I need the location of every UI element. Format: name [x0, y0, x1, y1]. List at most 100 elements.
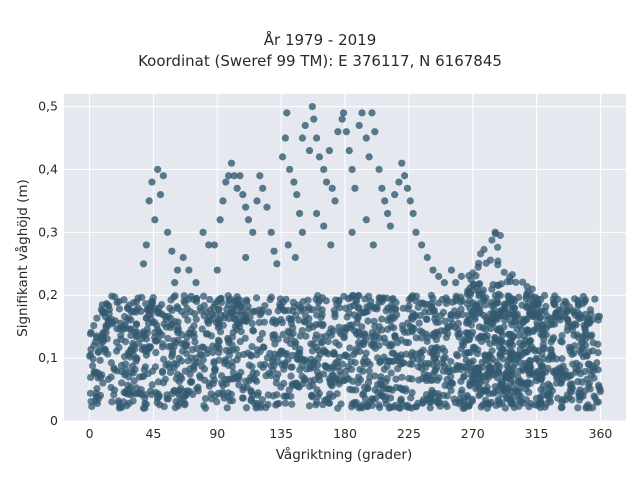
- data-point: [583, 352, 591, 360]
- y-axis-ticks: 0 0,1 0,2 0,3 0,4 0,5: [38, 99, 58, 428]
- data-point: [165, 363, 173, 371]
- data-point: [387, 369, 395, 377]
- data-point: [237, 368, 245, 376]
- data-point: [266, 295, 274, 304]
- data-point: [362, 134, 370, 142]
- data-point: [228, 397, 237, 405]
- y-tick-label: 0,2: [38, 287, 58, 302]
- data-point: [348, 228, 356, 236]
- data-point: [213, 298, 221, 306]
- data-point: [178, 331, 186, 339]
- data-point: [103, 335, 111, 343]
- data-point: [230, 172, 238, 180]
- x-tick-label: 270: [461, 426, 485, 441]
- data-point: [225, 172, 233, 180]
- data-point: [296, 304, 305, 312]
- data-point: [506, 273, 514, 281]
- data-point: [213, 398, 221, 406]
- data-point: [145, 197, 153, 205]
- data-point: [267, 228, 275, 236]
- data-point: [309, 340, 317, 348]
- data-point: [270, 331, 279, 339]
- data-point: [328, 363, 336, 371]
- data-point: [447, 357, 455, 366]
- data-point: [289, 329, 297, 337]
- data-point: [224, 393, 232, 401]
- data-point: [395, 178, 403, 186]
- data-point: [515, 396, 523, 405]
- data-point: [496, 363, 504, 371]
- data-point: [362, 349, 370, 357]
- data-point: [203, 330, 212, 338]
- data-point: [344, 295, 352, 303]
- data-point: [371, 372, 379, 380]
- data-point: [481, 352, 489, 360]
- data-point: [594, 366, 602, 374]
- data-point: [201, 394, 210, 403]
- data-point: [498, 338, 506, 347]
- data-point: [263, 203, 271, 211]
- data-point: [453, 365, 461, 373]
- data-point: [96, 356, 104, 364]
- data-point: [408, 360, 416, 368]
- data-point: [581, 310, 590, 319]
- data-point: [199, 228, 207, 236]
- data-point: [407, 352, 415, 360]
- data-point: [248, 363, 256, 371]
- data-point: [395, 404, 403, 412]
- data-point: [422, 363, 430, 371]
- data-point: [304, 296, 312, 304]
- data-point: [320, 222, 328, 230]
- x-tick-label: 135: [269, 426, 293, 441]
- data-point: [253, 197, 261, 205]
- data-point: [260, 343, 268, 352]
- data-point: [258, 306, 266, 315]
- data-point: [170, 387, 178, 395]
- data-point: [168, 247, 176, 255]
- data-point: [278, 361, 286, 369]
- data-point: [432, 318, 440, 326]
- data-point: [258, 329, 267, 338]
- data-point: [547, 345, 555, 353]
- data-point: [298, 228, 307, 236]
- data-point: [470, 280, 478, 288]
- data-point: [415, 376, 423, 384]
- data-point: [371, 322, 379, 331]
- data-point: [227, 159, 236, 167]
- data-point: [142, 300, 150, 308]
- data-point: [364, 317, 372, 325]
- data-point: [303, 358, 311, 366]
- data-point: [429, 294, 437, 302]
- data-point: [211, 365, 219, 373]
- data-point: [467, 371, 475, 380]
- data-point: [381, 197, 389, 205]
- data-point: [475, 323, 484, 331]
- data-point: [173, 266, 182, 274]
- chart-subtitle: Koordinat (Sweref 99 TM): E 376117, N 61…: [138, 52, 502, 70]
- data-point: [196, 373, 204, 382]
- data-point: [291, 343, 299, 351]
- data-point: [394, 365, 402, 373]
- data-point: [310, 115, 318, 123]
- data-point: [486, 340, 494, 348]
- data-point: [507, 338, 515, 346]
- data-point: [359, 389, 368, 397]
- data-point: [404, 305, 412, 313]
- data-point: [272, 401, 280, 409]
- data-point: [351, 184, 359, 192]
- data-point: [99, 379, 107, 387]
- data-point: [334, 404, 342, 412]
- data-point: [576, 311, 584, 319]
- data-point: [196, 304, 204, 312]
- data-point: [175, 386, 184, 394]
- data-point: [352, 296, 361, 304]
- data-point: [127, 325, 135, 333]
- data-point: [531, 293, 539, 301]
- data-point: [381, 338, 390, 347]
- data-point: [313, 209, 321, 218]
- data-point: [298, 134, 307, 142]
- data-point: [430, 306, 439, 315]
- data-point: [179, 253, 187, 262]
- data-point: [433, 363, 441, 371]
- data-point: [264, 308, 273, 316]
